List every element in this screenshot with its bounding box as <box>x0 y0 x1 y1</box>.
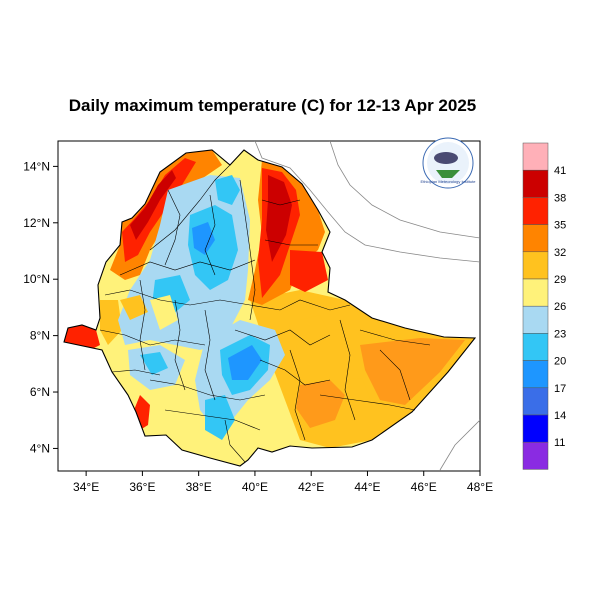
coastline-somalia <box>439 419 480 471</box>
colorbar-swatch <box>522 414 549 443</box>
colorbar-swatch <box>522 441 549 470</box>
colorbar-label: 14 <box>554 410 566 422</box>
mountain-icon <box>436 170 460 178</box>
colorbar-swatch <box>522 197 549 225</box>
colorbar-label: 23 <box>554 328 566 340</box>
x-tick-label: 38°E <box>186 480 212 494</box>
cloud-icon <box>434 152 458 164</box>
colorbar-swatch <box>522 387 549 416</box>
colorbar: 11 14 17 20 23 26 29 32 35 38 41 <box>522 142 566 470</box>
institute-logo: Ethiopian Meteorology Institute <box>421 137 477 189</box>
y-tick-label: 12°N <box>23 216 50 230</box>
colorbar-swatch <box>522 305 549 334</box>
colorbar-label: 35 <box>554 220 566 232</box>
y-tick-label: 4°N <box>30 441 50 455</box>
y-tick-label: 10°N <box>23 272 50 286</box>
x-tick-label: 46°E <box>411 480 437 494</box>
colorbar-swatch <box>522 278 549 307</box>
colorbar-label: 20 <box>554 356 566 368</box>
x-tick-label: 36°E <box>129 480 155 494</box>
country-border <box>63 149 477 467</box>
neighbour-borders <box>254 141 480 471</box>
colorbar-label: 17 <box>554 383 566 395</box>
x-tick-label: 42°E <box>298 480 324 494</box>
colorbar-swatch <box>522 142 549 171</box>
x-axis-ticks: 34°E 36°E 38°E 40°E 42°E 44°E 46°E 48°E <box>73 471 493 494</box>
colorbar-label: 26 <box>554 301 566 313</box>
y-tick-label: 8°N <box>30 329 50 343</box>
zone-boundaries <box>99 164 431 463</box>
colorbar-label: 41 <box>554 165 566 177</box>
x-tick-label: 48°E <box>467 480 493 494</box>
x-tick-label: 44°E <box>354 480 380 494</box>
coastline-red-sea <box>254 141 480 263</box>
y-tick-label: 6°N <box>30 385 50 399</box>
colorbar-label: 38 <box>554 192 566 204</box>
y-tick-label: 14°N <box>23 159 50 173</box>
colorbar-swatch <box>522 333 549 361</box>
x-tick-label: 34°E <box>73 480 99 494</box>
colorbar-swatch <box>522 169 549 198</box>
y-axis-ticks: 4°N 6°N 8°N 10°N 12°N 14°N <box>23 159 58 455</box>
colorbar-swatch <box>522 360 549 389</box>
coastline-arabia <box>329 141 480 239</box>
colorbar-label: 32 <box>554 247 566 259</box>
logo-org-text: Ethiopian Meteorology Institute <box>421 179 477 184</box>
colorbar-swatch <box>522 251 549 280</box>
colorbar-label: 29 <box>554 274 566 286</box>
map-title: Daily maximum temperature (C) for 12-13 … <box>68 96 477 115</box>
x-tick-label: 40°E <box>242 480 268 494</box>
colorbar-swatch <box>522 224 549 253</box>
colorbar-label: 11 <box>554 437 565 449</box>
